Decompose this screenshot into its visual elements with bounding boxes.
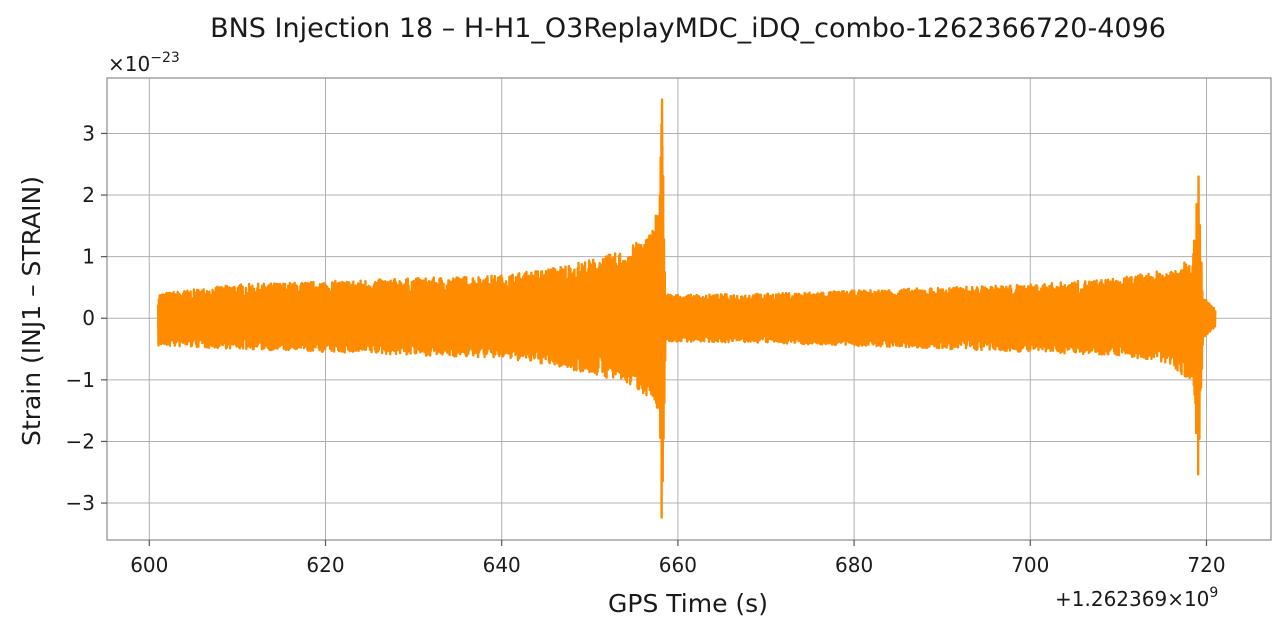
y-tick-label: 0 bbox=[82, 306, 95, 330]
axis-ticks: 600 620 640 660 680 700 720 −3 −2 −1 0 1 2 3 bbox=[66, 121, 1226, 577]
y-scale-factor: ×10−23 bbox=[108, 50, 180, 76]
plot-frame bbox=[106, 77, 1272, 541]
x-tick-label: 660 bbox=[659, 553, 697, 577]
y-tick-label: 2 bbox=[82, 183, 95, 207]
x-tick-label: 640 bbox=[483, 553, 521, 577]
y-tick-label: 3 bbox=[82, 121, 95, 145]
x-tick-label: 700 bbox=[1011, 553, 1049, 577]
x-axis-label: GPS Time (s) bbox=[608, 589, 768, 618]
x-offset-label: +1.262369×109 bbox=[1055, 585, 1218, 611]
y-tick-label: −1 bbox=[66, 368, 95, 392]
y-axis-label: Strain (INJ1 – STRAIN) bbox=[17, 176, 46, 446]
data-series bbox=[156, 98, 1217, 519]
y-tick-label: −3 bbox=[66, 491, 95, 515]
chart-title: BNS Injection 18 – H-H1_O3ReplayMDC_iDQ_… bbox=[210, 13, 1166, 44]
y-tick-label: 1 bbox=[82, 245, 95, 269]
x-tick-label: 720 bbox=[1187, 553, 1225, 577]
x-tick-label: 620 bbox=[306, 553, 344, 577]
y-tick-label: −2 bbox=[66, 429, 95, 453]
strain-series-line bbox=[156, 98, 1217, 519]
x-tick-label: 680 bbox=[835, 553, 873, 577]
x-tick-label: 600 bbox=[130, 553, 168, 577]
